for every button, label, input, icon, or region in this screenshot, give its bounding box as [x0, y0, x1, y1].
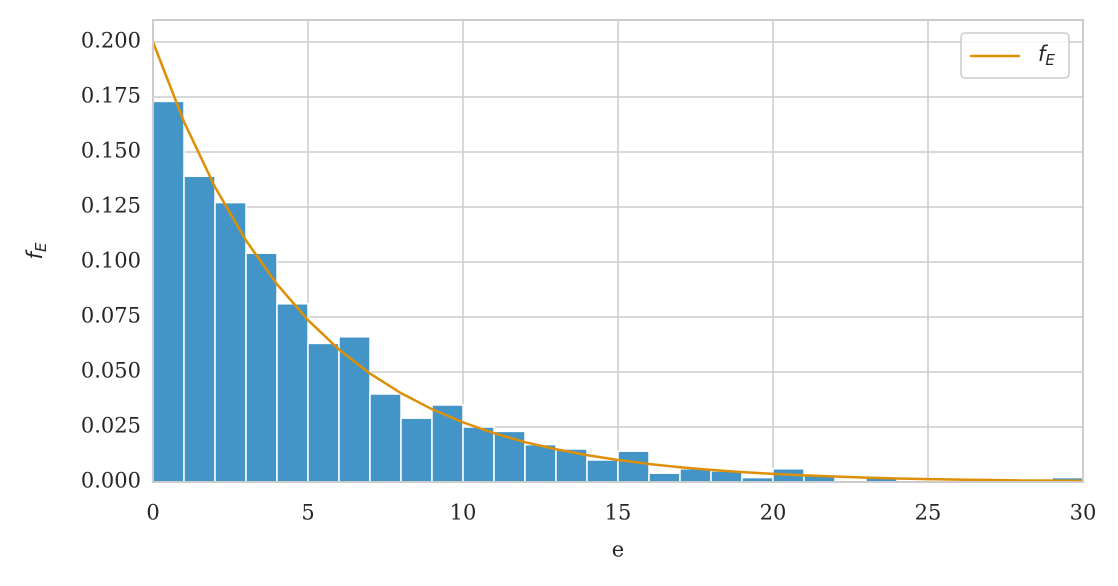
- legend-label-main: f: [1038, 42, 1049, 66]
- pdf-line: [151, 41, 1084, 483]
- legend-label-sub: E: [1045, 51, 1055, 69]
- bar: [586, 459, 619, 483]
- x-tick-label: 15: [605, 501, 632, 525]
- bar: [524, 443, 557, 483]
- x-tick-label: 20: [760, 501, 787, 525]
- y-tick-label: 0.125: [81, 194, 141, 218]
- bar: [276, 303, 309, 483]
- bar: [152, 100, 185, 483]
- legend-label: fE: [1038, 42, 1055, 69]
- bar: [648, 472, 681, 483]
- x-tick-label: 30: [1070, 501, 1097, 525]
- y-tick-label: 0.150: [81, 139, 141, 163]
- bar: [493, 430, 526, 483]
- bar: [214, 201, 247, 483]
- x-tick-label: 10: [450, 501, 477, 525]
- bar: [338, 336, 371, 483]
- bar: [183, 175, 216, 483]
- bar: [617, 450, 650, 483]
- y-axis-label: fE: [23, 242, 50, 259]
- bar: [245, 252, 278, 483]
- x-axis-label: e: [612, 538, 624, 562]
- plot-frame: [152, 19, 1084, 483]
- bar: [400, 417, 433, 483]
- y-label-main: f: [23, 248, 47, 259]
- x-tick-label: 0: [146, 501, 159, 525]
- y-tick-label: 0.100: [81, 249, 141, 273]
- bar: [462, 426, 495, 483]
- y-tick-label: 0.175: [81, 84, 141, 108]
- bar: [369, 393, 402, 483]
- y-tick-label: 0.200: [81, 29, 141, 53]
- bar: [679, 468, 712, 483]
- y-tick-label: 0.000: [81, 469, 141, 493]
- y-tick-label: 0.050: [81, 359, 141, 383]
- x-tick-label: 5: [301, 501, 314, 525]
- bar: [307, 342, 340, 483]
- y-tick-label: 0.025: [81, 414, 141, 438]
- y-tick-label: 0.075: [81, 304, 141, 328]
- x-tick-label: 25: [915, 501, 942, 525]
- y-label-sub: E: [32, 242, 50, 252]
